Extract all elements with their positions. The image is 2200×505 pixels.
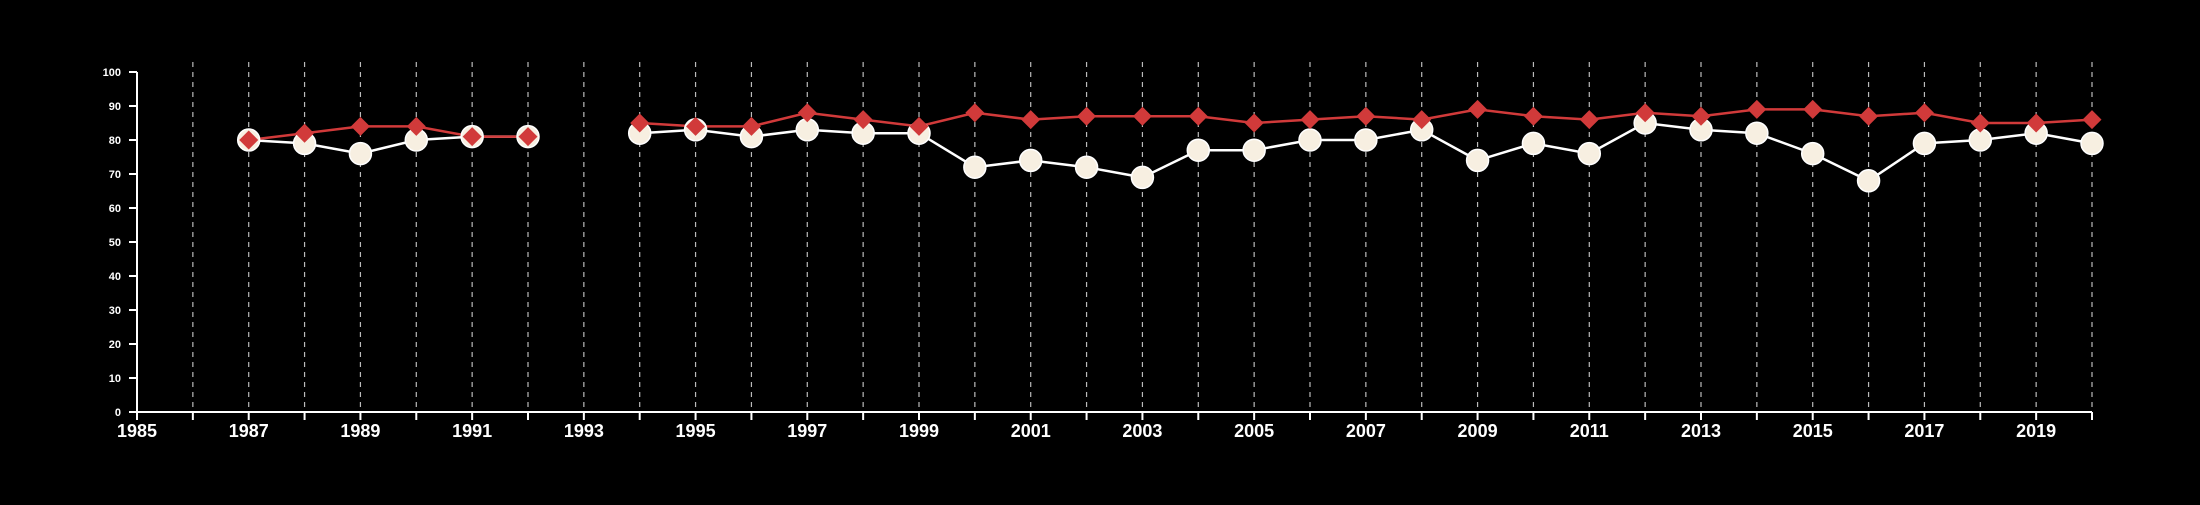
circle-point	[1354, 128, 1378, 152]
circle-point	[1074, 155, 1099, 179]
diamond-series-line	[248, 125, 528, 142]
x-tick-label: 2019	[2016, 421, 2056, 441]
diamond-point	[2026, 113, 2046, 133]
x-tick-label: 1985	[117, 421, 157, 441]
x-tick-label: 2009	[1458, 421, 1498, 441]
diamond-point	[518, 127, 538, 147]
diamond-point	[1412, 110, 1432, 130]
series-layer	[236, 99, 2104, 193]
diamond-point	[1468, 99, 1488, 119]
diamond-point	[909, 116, 929, 136]
circle-point	[1465, 148, 1490, 173]
circle-point	[963, 155, 987, 179]
diamond-point	[1859, 106, 1879, 126]
diamond-point	[1077, 106, 1097, 126]
y-tick-label: 10	[109, 373, 121, 385]
circle-point	[2080, 131, 2104, 156]
x-tick-label: 1989	[340, 421, 380, 441]
diamond-point	[1579, 110, 1599, 130]
circle-point	[1577, 141, 1602, 166]
x-tick-label: 1987	[229, 421, 269, 441]
diamond-point	[1691, 106, 1711, 126]
x-tick-label: 1991	[452, 421, 492, 441]
circle-point	[1298, 128, 1322, 152]
diamond-point	[853, 110, 873, 130]
circle-point	[1242, 138, 1266, 162]
diamond-point	[1021, 110, 1041, 130]
x-tick-label: 2005	[1234, 421, 1274, 441]
y-tick-label: 100	[103, 67, 121, 79]
x-tick-label: 2013	[1681, 421, 1721, 441]
y-tick-label: 20	[109, 339, 121, 351]
diamond-point	[965, 103, 985, 123]
x-tick-label: 1999	[899, 421, 939, 441]
diamond-point	[1300, 110, 1320, 130]
diamond-point	[1132, 106, 1152, 126]
y-tick-label: 70	[109, 169, 121, 181]
diamond-point	[1356, 106, 1376, 126]
diamond-point	[2082, 110, 2102, 130]
diamond-point	[741, 116, 761, 136]
diamond-point	[1803, 99, 1823, 119]
y-tick-label: 40	[109, 271, 121, 283]
circle-point	[1186, 138, 1211, 162]
circle-point	[348, 141, 373, 166]
x-tick-label: 2007	[1346, 421, 1386, 441]
y-tick-label: 80	[109, 135, 121, 147]
grid-layer	[192, 62, 2093, 412]
circle-point	[1018, 148, 1043, 173]
circle-point	[1856, 169, 1881, 193]
diamond-point	[295, 123, 315, 143]
axis-layer: 0 10 20 30 40 50 60 70 80 90 100 1985 1987 1989 1991 19…	[103, 67, 2093, 441]
diamond-point	[1970, 113, 1990, 133]
y-tick-label: 90	[109, 101, 121, 113]
x-tick-label: 2011	[1570, 421, 1609, 441]
x-tick-label: 2015	[1793, 421, 1833, 441]
y-tick-label: 0	[115, 407, 121, 419]
circle-point	[1912, 131, 1937, 156]
x-tick-label: 2017	[1904, 421, 1944, 441]
x-tick-label: 2001	[1011, 421, 1051, 441]
y-tick-label: 60	[109, 203, 121, 215]
diamond-point	[686, 116, 706, 136]
circle-series-line	[248, 135, 528, 155]
diamond-point	[1635, 103, 1655, 123]
x-tick-label: 1993	[564, 421, 604, 441]
circle-point	[1745, 121, 1769, 145]
x-tick-label: 1995	[676, 421, 716, 441]
diamond-point	[1523, 106, 1543, 126]
diamond-point	[1914, 103, 1934, 123]
x-tick-label: 1997	[787, 421, 827, 441]
y-tick-label: 50	[109, 237, 121, 249]
diamond-point	[406, 116, 426, 136]
diamond-point	[797, 103, 817, 123]
y-tick-label: 30	[109, 305, 121, 317]
diamond-point	[630, 113, 650, 133]
diamond-point	[239, 130, 259, 150]
circle-point	[1130, 165, 1155, 190]
diamond-point	[1747, 99, 1767, 119]
diamond-point	[1188, 106, 1208, 126]
circle-point	[1800, 141, 1825, 166]
diamond-point	[350, 116, 370, 136]
circle-point	[1521, 131, 1546, 156]
diamond-point	[1244, 113, 1264, 133]
diamond-point	[462, 127, 482, 147]
x-tick-label: 2003	[1122, 421, 1162, 441]
